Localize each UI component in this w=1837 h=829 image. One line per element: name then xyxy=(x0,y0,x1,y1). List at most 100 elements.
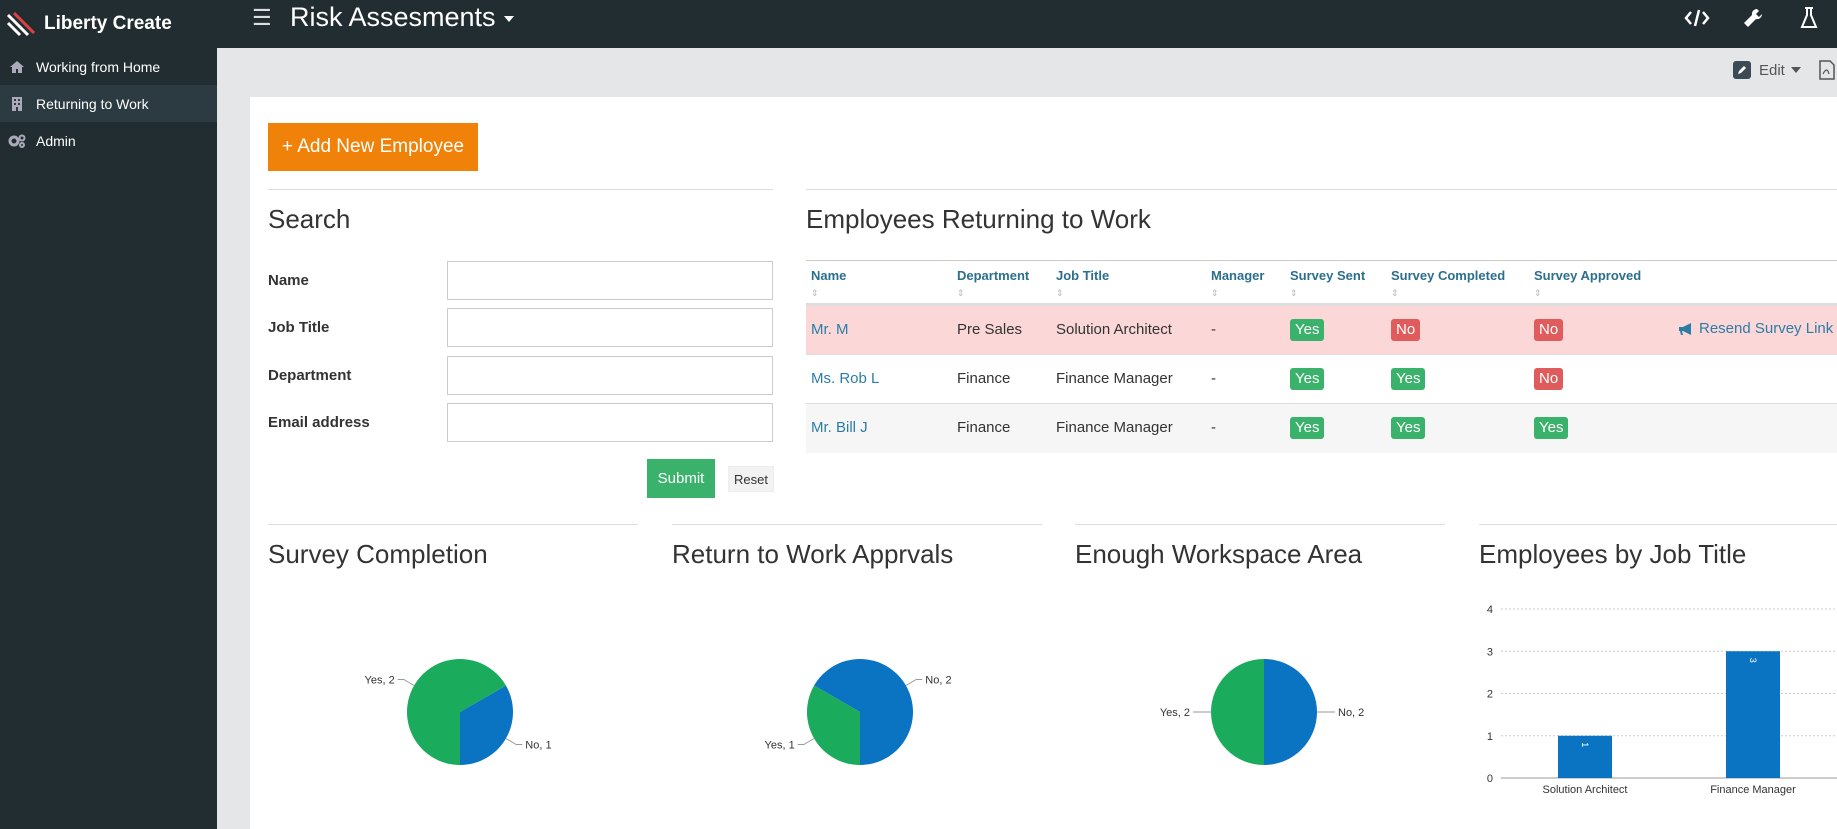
y-tick-label: 4 xyxy=(1487,604,1493,616)
column-header-survey-sent[interactable]: Survey Sent xyxy=(1290,268,1366,283)
sidebar: Working from Home Returning to Work Admi… xyxy=(0,48,217,829)
status-badge: No xyxy=(1391,319,1421,341)
submit-button[interactable]: Submit xyxy=(647,459,715,498)
x-tick-label: Solution Architect xyxy=(1543,784,1628,796)
sort-icon[interactable]: ⇕ xyxy=(1211,288,1219,298)
main-panel: + Add New Employee Search Name Job Title… xyxy=(250,97,1837,829)
employee-name-link[interactable]: Mr. M xyxy=(811,321,849,338)
pie-slice-no xyxy=(460,685,513,765)
return-approvals-pie-chart: No, 2 Yes, 1 xyxy=(765,659,952,765)
search-title: Search xyxy=(268,204,351,234)
column-header-survey-approved[interactable]: Survey Approved xyxy=(1534,268,1642,283)
add-new-employee-button[interactable]: + Add New Employee xyxy=(268,123,478,171)
code-icon[interactable] xyxy=(1669,4,1725,32)
edit-dropdown[interactable]: Edit xyxy=(1759,61,1785,79)
department-cell: Finance xyxy=(957,370,1011,387)
pie-leader-line xyxy=(797,738,815,745)
y-tick-label: 3 xyxy=(1487,646,1493,658)
job-title-cell: Finance Manager xyxy=(1056,419,1173,436)
manager-cell: - xyxy=(1211,370,1216,387)
column-header-survey-completed[interactable]: Survey Completed xyxy=(1391,268,1506,283)
job-title-input[interactable] xyxy=(447,308,773,347)
home-icon xyxy=(8,59,26,75)
survey-completion-pie-chart: No, 1 Yes, 2 xyxy=(365,659,552,765)
column-header-department[interactable]: Department xyxy=(957,268,1030,283)
pie-data-label: Yes, 1 xyxy=(765,740,795,752)
top-icon-group xyxy=(1669,4,1837,32)
sort-icon[interactable]: ⇕ xyxy=(811,288,819,298)
sidebar-item-admin[interactable]: Admin xyxy=(0,122,217,159)
status-badge: No xyxy=(1534,319,1564,341)
pie-slice-yes xyxy=(1211,659,1264,765)
sidebar-item-working-from-home[interactable]: Working from Home xyxy=(0,48,217,85)
liberty-logo-icon xyxy=(6,11,36,37)
resend-survey-label: Resend Survey Link xyxy=(1699,320,1834,337)
job-title-cell: Solution Architect xyxy=(1056,321,1172,338)
hamburger-icon[interactable]: ☰ xyxy=(252,5,272,30)
manager-cell: - xyxy=(1211,321,1216,338)
manager-cell: - xyxy=(1211,419,1216,436)
page-title-dropdown[interactable]: Risk Assesments xyxy=(290,1,514,33)
pie-slice-yes xyxy=(807,685,860,765)
pdf-icon[interactable] xyxy=(1819,60,1835,80)
department-cell: Finance xyxy=(957,419,1011,436)
table-row: Mr. Bill J Finance Finance Manager - Yes… xyxy=(806,404,1837,453)
megaphone-icon xyxy=(1679,322,1691,335)
bar-value-label: 3 xyxy=(1748,658,1758,663)
pie-leader-line xyxy=(905,679,923,686)
pie-data-label: No, 2 xyxy=(925,675,951,687)
page-title: Risk Assesments xyxy=(290,2,496,32)
pie-data-label: No, 2 xyxy=(1338,707,1364,719)
sidebar-item-returning-to-work[interactable]: Returning to Work xyxy=(0,85,217,122)
pencil-icon[interactable] xyxy=(1733,61,1751,79)
divider xyxy=(806,189,1837,190)
bar xyxy=(1558,735,1612,778)
status-badge: Yes xyxy=(1290,368,1325,390)
pie-leader-line xyxy=(505,738,523,745)
pie-data-label: Yes, 2 xyxy=(365,675,395,687)
pie-data-label: No, 1 xyxy=(525,740,551,752)
pie-slice-no xyxy=(1264,659,1317,765)
pie-data-label: Yes, 2 xyxy=(1160,707,1190,719)
employee-name-link[interactable]: Mr. Bill J xyxy=(811,419,868,436)
resend-survey-link[interactable]: Resend Survey Link xyxy=(1678,320,1833,337)
name-input[interactable] xyxy=(447,261,773,300)
sort-icon[interactable]: ⇕ xyxy=(1534,288,1542,298)
pie-slice-no xyxy=(814,659,913,765)
sort-icon[interactable]: ⇕ xyxy=(1056,288,1064,298)
pie-leader-line xyxy=(397,679,415,686)
flask-icon[interactable] xyxy=(1781,4,1837,32)
sort-icon[interactable]: ⇕ xyxy=(957,288,965,298)
brand[interactable]: Liberty Create xyxy=(0,0,217,48)
table-row: Mr. M Pre Sales Solution Architect - Yes… xyxy=(806,306,1837,355)
top-navbar: Liberty Create ☰ Risk Assesments xyxy=(0,0,1837,48)
email-input[interactable] xyxy=(447,403,773,442)
y-tick-label: 0 xyxy=(1487,773,1493,785)
status-badge: No xyxy=(1534,368,1564,390)
column-header-manager[interactable]: Manager xyxy=(1211,268,1265,283)
status-badge: Yes xyxy=(1391,417,1426,439)
employee-name-link[interactable]: Ms. Rob L xyxy=(811,370,880,387)
email-label: Email address xyxy=(268,414,370,431)
reset-button[interactable]: Reset xyxy=(728,466,774,492)
table-header: Name ⇕ Department ⇕ Job Title ⇕ Manager … xyxy=(806,260,1837,306)
department-input[interactable] xyxy=(447,356,773,395)
column-header-name[interactable]: Name xyxy=(811,268,847,283)
table-row: Ms. Rob L Finance Finance Manager - Yes … xyxy=(806,355,1837,404)
y-tick-label: 1 xyxy=(1487,731,1493,743)
sidebar-item-label: Returning to Work xyxy=(36,95,149,112)
status-badge: Yes xyxy=(1290,417,1325,439)
wrench-icon[interactable] xyxy=(1725,4,1781,32)
column-header-job-title[interactable]: Job Title xyxy=(1056,268,1110,283)
sidebar-item-label: Admin xyxy=(36,132,76,149)
sort-icon[interactable]: ⇕ xyxy=(1290,288,1298,298)
employees-title: Employees Returning to Work xyxy=(806,204,1151,234)
workspace-title: Enough Workspace Area xyxy=(1075,539,1363,569)
sort-icon[interactable]: ⇕ xyxy=(1391,288,1399,298)
edit-toolbar: Edit xyxy=(1733,60,1835,80)
status-badge: Yes xyxy=(1391,368,1426,390)
employees-by-job-title-bar-chart: 0 1 2 3 4 1 Solution Architect 3 Finance Manager xyxy=(1487,604,1837,796)
bar-value-label: 1 xyxy=(1580,742,1590,747)
job-title-label: Job Title xyxy=(268,319,330,336)
department-label: Department xyxy=(268,367,352,384)
